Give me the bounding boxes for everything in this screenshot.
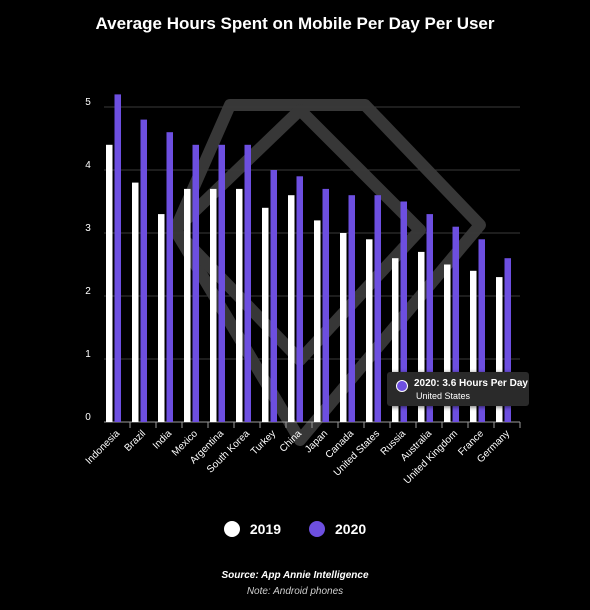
- tooltip-subtitle: United States: [416, 391, 471, 401]
- x-tick-label-india: India: [151, 428, 174, 451]
- bar-2020-japan[interactable]: [322, 188, 330, 422]
- bar-2019-argentina[interactable]: [210, 188, 217, 422]
- legend-label-2019: 2019: [249, 521, 281, 537]
- bar-2020-australia[interactable]: [426, 214, 434, 422]
- note-text: Note: Android phones: [246, 586, 344, 597]
- legend-dot-2020: [309, 521, 325, 537]
- y-tick-label-0: 0: [85, 412, 91, 423]
- bar-2019-canada[interactable]: [340, 233, 347, 422]
- y-tick-label-2: 2: [85, 286, 91, 297]
- bar-2019-china[interactable]: [288, 195, 295, 422]
- y-tick-label-3: 3: [85, 223, 91, 234]
- bar-2019-germany[interactable]: [496, 277, 503, 422]
- bar-2020-south-korea[interactable]: [244, 144, 252, 423]
- bar-2019-japan[interactable]: [314, 220, 321, 422]
- tooltip-title: 2020: 3.6 Hours Per Day: [414, 378, 528, 389]
- bar-2019-australia[interactable]: [418, 251, 425, 422]
- tooltip-series-dot: [396, 380, 408, 392]
- bar-2019-russia[interactable]: [392, 258, 399, 422]
- x-tick-label-turkey: Turkey: [249, 428, 278, 457]
- bar-2019-united-states[interactable]: [366, 239, 373, 422]
- bar-2020-china[interactable]: [296, 176, 304, 422]
- bar-2020-united-kingdom[interactable]: [452, 226, 460, 422]
- bar-2020-germany[interactable]: [504, 258, 512, 422]
- y-tick-label-4: 4: [85, 160, 91, 171]
- bar-2019-mexico[interactable]: [184, 188, 191, 422]
- bar-2020-india[interactable]: [166, 132, 174, 422]
- bar-2020-united-states[interactable]: [374, 195, 382, 422]
- bar-2020-turkey[interactable]: [270, 170, 278, 422]
- legend-item-2019[interactable]: 2019: [223, 521, 281, 537]
- bar-2019-south-korea[interactable]: [236, 188, 243, 422]
- source-text: Source: App Annie Intelligence: [221, 570, 369, 581]
- bar-2019-indonesia[interactable]: [106, 144, 113, 423]
- bar-2020-france[interactable]: [478, 239, 486, 422]
- chart-title: Average Hours Spent on Mobile Per Day Pe…: [95, 14, 495, 33]
- hover-tooltip: 2020: 3.6 Hours Per Day United States: [387, 372, 529, 406]
- bar-2019-turkey[interactable]: [262, 207, 269, 422]
- x-tick-label-brazil: Brazil: [123, 428, 148, 453]
- y-tick-label-5: 5: [85, 97, 91, 108]
- legend-label-2020: 2020: [335, 521, 367, 537]
- bar-2020-brazil[interactable]: [140, 119, 148, 422]
- y-tick-label-1: 1: [85, 349, 91, 360]
- x-tick-label-indonesia: Indonesia: [84, 428, 123, 467]
- bar-2019-brazil[interactable]: [132, 182, 139, 422]
- bar-2019-united-kingdom[interactable]: [444, 264, 451, 423]
- bar-2020-canada[interactable]: [348, 195, 356, 422]
- legend-item-2020[interactable]: 2020: [309, 521, 366, 537]
- watermark-logo: [169, 99, 486, 446]
- bar-2020-russia[interactable]: [400, 201, 408, 423]
- chart-legend: 2019 2020: [0, 521, 590, 537]
- bar-2020-mexico[interactable]: [192, 144, 200, 423]
- legend-dot-2019: [223, 521, 240, 537]
- bar-2020-argentina[interactable]: [218, 144, 226, 423]
- bar-2019-france[interactable]: [470, 270, 477, 422]
- bar-2020-indonesia[interactable]: [114, 94, 122, 423]
- bar-2019-india[interactable]: [158, 214, 165, 422]
